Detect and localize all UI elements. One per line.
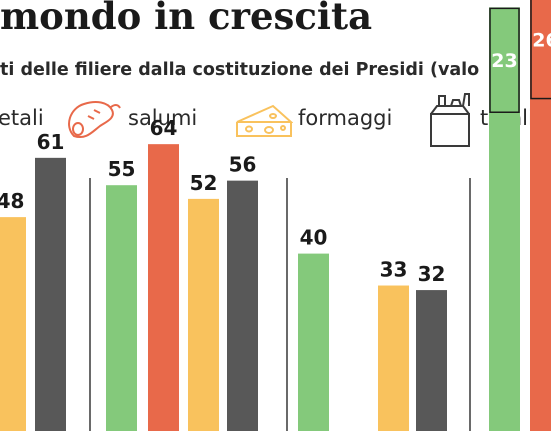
- cheese-icon: [236, 104, 293, 137]
- bar-formaggi-group-2: [188, 198, 219, 431]
- bar-vegetali-group-2: [106, 185, 137, 431]
- value-label-formaggi-group-2: 52: [190, 171, 218, 195]
- bar-totali-group-1: [35, 157, 66, 431]
- chart-title: mondo in crescita: [0, 0, 373, 38]
- value-label-formaggi-group-3: 33: [380, 258, 408, 282]
- value-label-salumi-group-2: 64: [150, 116, 178, 140]
- bar-vegetali-group-4: [489, 7, 520, 431]
- bar-vegetali-group-3: [298, 253, 329, 431]
- value-label-vegetali-group-4: 94: [491, 0, 519, 3]
- bar-totali-group-3: [416, 290, 447, 431]
- value-label-totali-group-3: 32: [418, 262, 446, 286]
- legend-label-salumi: salumi: [128, 106, 198, 130]
- inset-box-vegetali-group-4: [489, 7, 520, 113]
- value-label-vegetali-group-2: 55: [108, 157, 136, 181]
- value-label-totali-group-1: 61: [37, 130, 65, 154]
- inset-label-vegetali-group-4: 23: [491, 50, 517, 72]
- shopping-bag-icon: [430, 93, 470, 147]
- value-label-totali-group-2: 56: [229, 153, 257, 177]
- bar-salumi-group-2: [148, 144, 179, 431]
- value-label-formaggi-group-1: 48: [0, 189, 24, 213]
- bar-salumi-group-4: [530, 0, 551, 431]
- value-label-vegetali-group-3: 40: [300, 226, 328, 250]
- bar-totali-group-2: [227, 180, 258, 431]
- salami-icon: [68, 101, 121, 138]
- legend-label-formaggi: formaggi: [298, 106, 393, 130]
- inset-label-salumi-group-4: 26: [532, 29, 551, 51]
- legend-label-vegetali: etali: [0, 106, 44, 130]
- inset-box-salumi-group-4: [530, 0, 551, 100]
- chart-subtitle: ti delle filiere dalla costituzione dei …: [0, 60, 480, 80]
- bar-formaggi-group-1: [0, 217, 26, 431]
- bar-formaggi-group-3: [378, 285, 409, 431]
